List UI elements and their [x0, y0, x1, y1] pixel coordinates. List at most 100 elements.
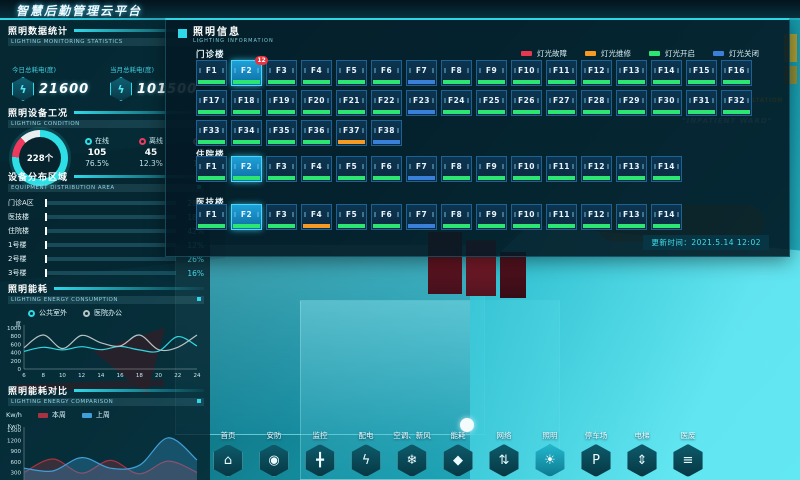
- nav-item-停车场[interactable]: 停车场 P: [580, 430, 612, 478]
- section-title: 设备分布区域: [8, 173, 69, 183]
- floor-button-门诊楼-F18[interactable]: F18: [231, 90, 262, 116]
- consumption-line-chart: 0 200 400 600 800 1000 6 8 10 12 14 16 18 20 22 24 度: [7, 320, 201, 379]
- floor-button-医技楼-F7[interactable]: F7: [406, 204, 437, 230]
- floor-button-门诊楼-F14[interactable]: F14: [651, 60, 682, 86]
- floor-button-医技楼-F10[interactable]: F10: [511, 204, 542, 230]
- floor-button-门诊楼-F34[interactable]: F34: [231, 120, 262, 146]
- floor-button-门诊楼-F25[interactable]: F25: [476, 90, 507, 116]
- floor-button-门诊楼-F1[interactable]: F1: [196, 60, 227, 86]
- network-icon: ⇅: [489, 444, 519, 477]
- floor-button-医技楼-F14[interactable]: F14: [651, 204, 682, 230]
- legend-item-灯光关闭: 灯光关闭: [713, 48, 759, 59]
- floor-button-门诊楼-F31[interactable]: F31: [686, 90, 717, 116]
- floor-button-住院楼-F10[interactable]: F10: [511, 156, 542, 182]
- legend-item-公共室外: 公共室外: [28, 308, 67, 318]
- floor-button-门诊楼-F21[interactable]: F21: [336, 90, 367, 116]
- floor-button-住院楼-F8[interactable]: F8: [441, 156, 472, 182]
- floor-button-门诊楼-F19[interactable]: F19: [266, 90, 297, 116]
- nav-item-能耗[interactable]: 能耗 ◆: [442, 430, 474, 478]
- building-label-医技楼: 医技楼: [196, 198, 225, 208]
- floor-button-门诊楼-F29[interactable]: F29: [616, 90, 647, 116]
- floor-status-strip-on: [548, 176, 575, 180]
- floor-button-门诊楼-F20[interactable]: F20: [301, 90, 332, 116]
- floor-button-住院楼-F14[interactable]: F14: [651, 156, 682, 182]
- floor-button-住院楼-F2[interactable]: F2: [231, 156, 262, 182]
- floor-button-住院楼-F5[interactable]: F5: [336, 156, 367, 182]
- floor-button-门诊楼-F27[interactable]: F27: [546, 90, 577, 116]
- floor-status-strip-off: [408, 80, 435, 84]
- floor-button-门诊楼-F38[interactable]: F38: [371, 120, 402, 146]
- floor-button-门诊楼-F26[interactable]: F26: [511, 90, 542, 116]
- floor-button-医技楼-F11[interactable]: F11: [546, 204, 577, 230]
- floor-status-strip-on: [688, 110, 715, 114]
- floor-button-门诊楼-F10[interactable]: F10: [511, 60, 542, 86]
- floor-status-strip-on: [268, 110, 295, 114]
- floor-button-门诊楼-F24[interactable]: F24: [441, 90, 472, 116]
- nav-item-医废[interactable]: 医废 ≡: [672, 430, 704, 478]
- floor-button-医技楼-F9[interactable]: F9: [476, 204, 507, 230]
- floor-button-门诊楼-F23[interactable]: F23: [406, 90, 437, 116]
- floor-button-住院楼-F13[interactable]: F13: [616, 156, 647, 182]
- floor-button-医技楼-F3[interactable]: F3: [266, 204, 297, 230]
- floor-button-医技楼-F2[interactable]: F2: [231, 204, 262, 230]
- floor-button-住院楼-F1[interactable]: F1: [196, 156, 227, 182]
- floor-button-医技楼-F8[interactable]: F8: [441, 204, 472, 230]
- floor-button-医技楼-F1[interactable]: F1: [196, 204, 227, 230]
- floor-button-门诊楼-F8[interactable]: F8: [441, 60, 472, 86]
- floor-button-门诊楼-F13[interactable]: F13: [616, 60, 647, 86]
- svg-text:6: 6: [22, 373, 26, 379]
- nav-item-空调、新风[interactable]: 空调、新风 ❄: [393, 430, 431, 478]
- floor-button-医技楼-F5[interactable]: F5: [336, 204, 367, 230]
- floor-button-住院楼-F12[interactable]: F12: [581, 156, 612, 182]
- floor-status-strip-on: [513, 110, 540, 114]
- section-subtitle: LIGHTING ENERGY COMPARISON: [11, 399, 114, 405]
- floor-button-医技楼-F4[interactable]: F4: [301, 204, 332, 230]
- nav-item-电梯[interactable]: 电梯 ⇕: [626, 430, 658, 478]
- floor-button-门诊楼-F15[interactable]: F15: [686, 60, 717, 86]
- nav-item-监控[interactable]: 监控 ╋: [304, 430, 336, 478]
- svg-text:22: 22: [174, 373, 181, 379]
- floor-button-门诊楼-F9[interactable]: F9: [476, 60, 507, 86]
- floor-button-门诊楼-F30[interactable]: F30: [651, 90, 682, 116]
- floor-button-门诊楼-F16[interactable]: F16: [721, 60, 752, 86]
- floor-button-住院楼-F9[interactable]: F9: [476, 156, 507, 182]
- svg-text:1200: 1200: [7, 439, 21, 445]
- floor-button-门诊楼-F33[interactable]: F33: [196, 120, 227, 146]
- nav-item-网络[interactable]: 网络 ⇅: [488, 430, 520, 478]
- nav-item-照明[interactable]: 照明 ☀: [534, 430, 566, 478]
- nav-item-首页[interactable]: 首页 ⌂: [212, 430, 244, 478]
- floor-button-门诊楼-F6[interactable]: F6: [371, 60, 402, 86]
- floor-button-门诊楼-F22[interactable]: F22: [371, 90, 402, 116]
- floor-button-门诊楼-F3[interactable]: F3: [266, 60, 297, 86]
- floor-button-住院楼-F6[interactable]: F6: [371, 156, 402, 182]
- floor-button-门诊楼-F11[interactable]: F11: [546, 60, 577, 86]
- floor-button-门诊楼-F36[interactable]: F36: [301, 120, 332, 146]
- floor-button-门诊楼-F37[interactable]: F37: [336, 120, 367, 146]
- floor-status-strip-on: [653, 224, 680, 228]
- floor-status-strip-repair: [338, 140, 365, 144]
- floor-button-门诊楼-F17[interactable]: F17: [196, 90, 227, 116]
- floor-button-门诊楼-F2[interactable]: F2 12: [231, 56, 268, 86]
- floor-status-strip-on: [443, 176, 470, 180]
- shield-icon: ╋: [305, 444, 335, 477]
- floor-button-医技楼-F13[interactable]: F13: [616, 204, 647, 230]
- floor-status-strip-on: [338, 80, 365, 84]
- floor-button-门诊楼-F4[interactable]: F4: [301, 60, 332, 86]
- floor-button-住院楼-F7[interactable]: F7: [406, 156, 437, 182]
- floor-button-医技楼-F12[interactable]: F12: [581, 204, 612, 230]
- floor-button-住院楼-F11[interactable]: F11: [546, 156, 577, 182]
- floor-status-strip-on: [443, 80, 470, 84]
- floor-button-门诊楼-F5[interactable]: F5: [336, 60, 367, 86]
- floor-button-门诊楼-F28[interactable]: F28: [581, 90, 612, 116]
- floor-status-strip-on: [373, 80, 400, 84]
- floor-button-住院楼-F4[interactable]: F4: [301, 156, 332, 182]
- section-subtitle: LIGHTING CONDITION: [11, 121, 80, 127]
- floor-button-门诊楼-F35[interactable]: F35: [266, 120, 297, 146]
- nav-item-安防[interactable]: 安防 ◉: [258, 430, 290, 478]
- floor-button-门诊楼-F7[interactable]: F7: [406, 60, 437, 86]
- floor-button-门诊楼-F12[interactable]: F12: [581, 60, 612, 86]
- floor-button-住院楼-F3[interactable]: F3: [266, 156, 297, 182]
- floor-button-门诊楼-F32[interactable]: F32: [721, 90, 752, 116]
- nav-item-配电[interactable]: 配电 ϟ: [350, 430, 382, 478]
- floor-button-医技楼-F6[interactable]: F6: [371, 204, 402, 230]
